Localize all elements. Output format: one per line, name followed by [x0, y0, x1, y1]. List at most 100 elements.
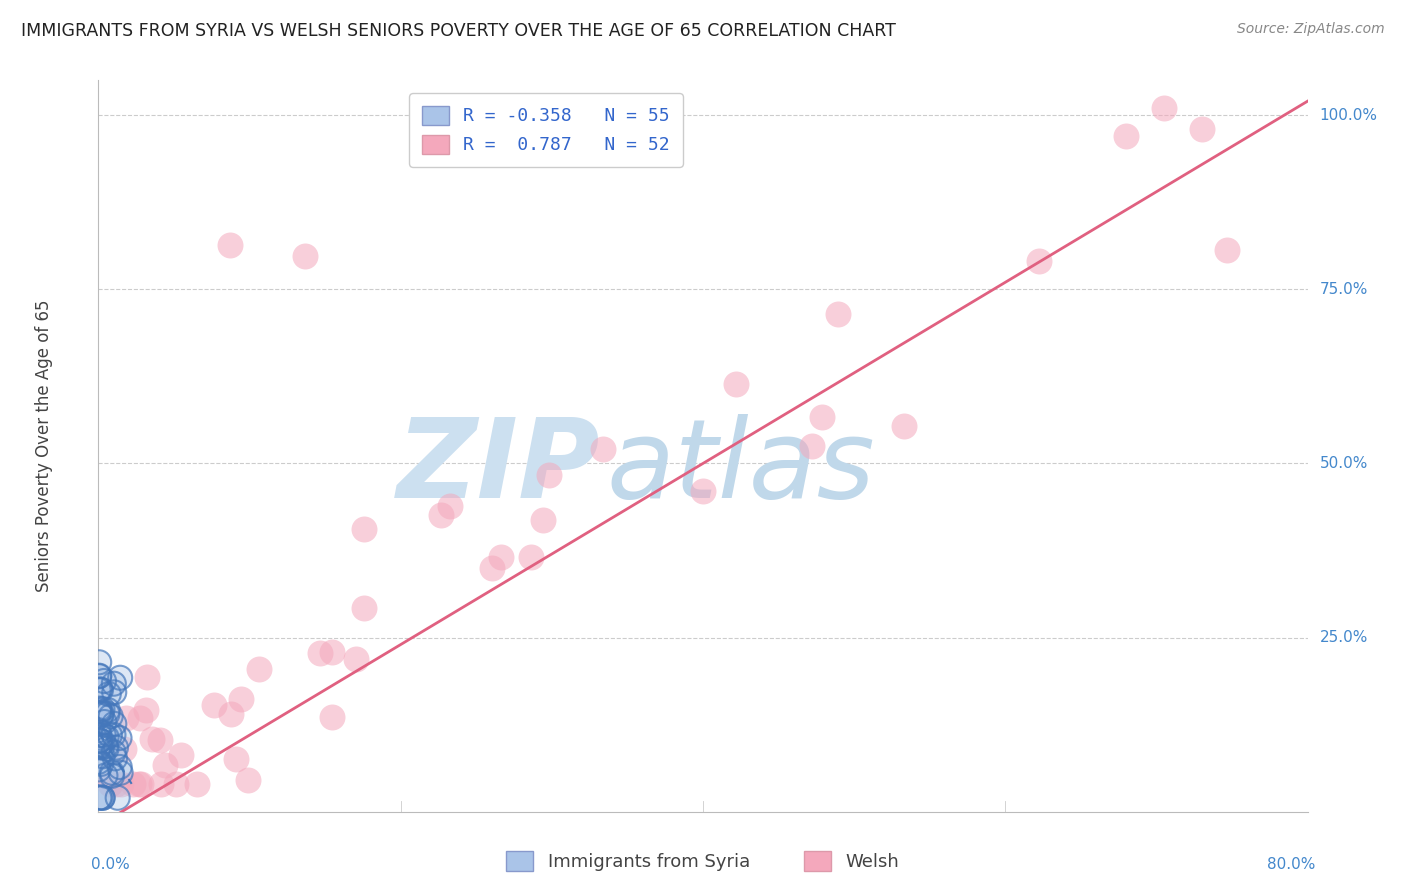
Point	[87, 683, 110, 698]
Point	[87, 755, 110, 769]
Point	[481, 561, 503, 575]
Point	[87, 763, 110, 777]
Point	[135, 703, 157, 717]
Point	[104, 740, 127, 755]
Point	[90, 682, 112, 697]
Point	[430, 508, 453, 522]
Point	[165, 777, 187, 791]
Point	[96, 706, 118, 721]
Point	[89, 669, 111, 683]
Point	[108, 671, 131, 685]
Point	[93, 714, 115, 729]
Point	[87, 740, 110, 755]
Point	[89, 733, 111, 747]
Point	[1191, 122, 1213, 136]
Text: 100.0%: 100.0%	[1320, 108, 1378, 122]
Point	[122, 777, 145, 791]
Point	[94, 768, 117, 782]
Point	[93, 728, 115, 742]
Point	[104, 751, 127, 765]
Text: ZIP: ZIP	[396, 415, 600, 522]
Point	[90, 706, 112, 721]
Point	[93, 728, 115, 742]
Point	[308, 646, 330, 660]
Point	[108, 760, 131, 774]
Point	[90, 740, 112, 755]
Point	[89, 790, 111, 805]
Point	[90, 708, 112, 723]
Point	[101, 765, 124, 780]
Point	[91, 749, 114, 764]
Text: 25.0%: 25.0%	[1320, 630, 1368, 645]
Point	[538, 468, 561, 483]
Point	[89, 728, 111, 742]
Point	[90, 708, 112, 723]
Point	[94, 768, 117, 782]
Point	[100, 709, 122, 723]
Point	[104, 751, 127, 765]
Point	[93, 714, 115, 729]
Point	[725, 376, 748, 391]
Point	[108, 760, 131, 774]
Point	[103, 685, 125, 699]
Point	[89, 737, 111, 751]
Point	[87, 755, 110, 769]
Point	[128, 711, 150, 725]
Text: IMMIGRANTS FROM SYRIA VS WELSH SENIORS POVERTY OVER THE AGE OF 65 CORRELATION CH: IMMIGRANTS FROM SYRIA VS WELSH SENIORS P…	[21, 22, 896, 40]
Point	[97, 703, 120, 717]
Point	[104, 777, 127, 791]
Point	[89, 701, 111, 715]
Point	[489, 549, 512, 564]
Point	[89, 728, 111, 742]
Point	[89, 655, 111, 669]
Text: 50.0%: 50.0%	[1320, 456, 1368, 471]
Point	[321, 645, 343, 659]
Point	[692, 484, 714, 499]
Text: Seniors Poverty Over the Age of 65: Seniors Poverty Over the Age of 65	[35, 300, 53, 592]
Point	[89, 733, 111, 747]
Point	[98, 728, 121, 742]
Point	[108, 731, 131, 745]
Point	[135, 670, 157, 684]
Point	[89, 704, 111, 718]
Point	[91, 790, 114, 805]
Point	[101, 765, 124, 780]
Text: 80.0%: 80.0%	[1267, 857, 1315, 872]
Point	[101, 769, 124, 783]
Point	[89, 682, 111, 697]
Text: 0.0%: 0.0%	[91, 857, 129, 872]
Point	[87, 683, 110, 698]
Point	[103, 745, 125, 759]
Point	[236, 773, 259, 788]
Point	[103, 745, 125, 759]
Point	[531, 513, 554, 527]
Point	[87, 740, 110, 755]
Point	[231, 691, 253, 706]
Point	[89, 790, 111, 805]
Point	[103, 716, 125, 731]
Point	[87, 723, 110, 738]
Point	[218, 238, 240, 252]
Point	[801, 439, 824, 453]
Point	[104, 740, 127, 755]
Point	[97, 703, 120, 717]
Point	[94, 739, 117, 754]
Point	[87, 763, 110, 777]
Point	[110, 777, 132, 791]
Legend: Immigrants from Syria, Welsh: Immigrants from Syria, Welsh	[499, 844, 907, 879]
Point	[155, 758, 177, 772]
Point	[353, 601, 375, 615]
Legend: R = -0.358   N = 55, R =  0.787   N = 52: R = -0.358 N = 55, R = 0.787 N = 52	[409, 93, 682, 167]
Point	[107, 790, 129, 805]
Point	[114, 741, 136, 756]
Point	[101, 769, 124, 783]
Point	[96, 730, 118, 744]
Point	[103, 716, 125, 731]
Point	[89, 669, 111, 683]
Point	[131, 777, 153, 791]
Point	[87, 723, 110, 738]
Point	[219, 707, 242, 722]
Point	[91, 790, 114, 805]
Point	[89, 682, 111, 697]
Point	[91, 702, 114, 716]
